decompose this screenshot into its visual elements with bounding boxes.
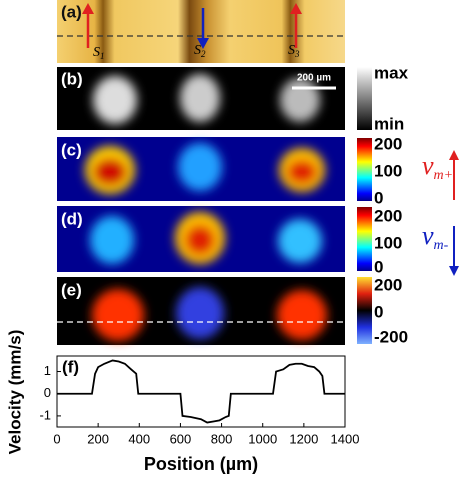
colorbar-label: min	[374, 114, 404, 133]
colorbar-label: 100	[374, 161, 402, 180]
x-tick-label: 1200	[289, 431, 318, 446]
x-tick-label: 800	[211, 431, 233, 446]
y-tick-label: -1	[39, 407, 51, 422]
marker-label: S3	[288, 43, 300, 59]
side-label: vm-	[422, 221, 449, 253]
blobs	[85, 143, 325, 194]
colorbar-label: 0	[374, 188, 383, 207]
colorbar	[357, 67, 372, 130]
x-tick-label: 0	[53, 431, 60, 446]
arrow	[449, 150, 459, 200]
y-tick-label: 0	[44, 385, 51, 400]
arrow	[449, 226, 459, 276]
colorbar	[357, 138, 372, 201]
x-tick-label: 1000	[248, 431, 277, 446]
panel-label: (d)	[61, 209, 83, 228]
x-tick-label: 400	[128, 431, 150, 446]
side-label: vm+	[422, 151, 453, 183]
colorbar-label: 100	[374, 233, 402, 252]
marker-label: S1	[93, 45, 105, 61]
panel-label: (e)	[61, 280, 82, 299]
colorbar-label: max	[374, 63, 409, 82]
colorbar	[357, 207, 372, 271]
colorbar-label: 0	[374, 257, 383, 276]
plot-frame	[56, 355, 346, 428]
panel-label: (c)	[61, 140, 82, 159]
panel-label: (b)	[61, 69, 83, 88]
x-tick-label: 200	[87, 431, 109, 446]
marker-label: S2	[194, 43, 206, 59]
blobs	[92, 287, 327, 341]
scale-label: 200 µm	[297, 73, 331, 84]
arrows	[82, 3, 302, 49]
y-tick-label: 1	[44, 363, 51, 378]
colorbar-label: 0	[374, 302, 383, 321]
blobs	[90, 212, 322, 264]
x-axis-title: Position (µm)	[144, 454, 258, 474]
panel-label: (a)	[61, 2, 82, 21]
line	[57, 359, 345, 424]
colorbar-label: 200	[374, 275, 402, 294]
x-tick-label: 600	[170, 431, 192, 446]
colorbar-label: 200	[374, 206, 402, 225]
colorbar-label: -200	[374, 327, 408, 346]
colorbar-label: 200	[374, 134, 402, 153]
x-tick-label: 1400	[331, 431, 360, 446]
y-axis-title: Velocity (mm/s)	[5, 330, 24, 455]
colorbar	[357, 277, 372, 344]
panel-label: (f)	[62, 357, 79, 376]
